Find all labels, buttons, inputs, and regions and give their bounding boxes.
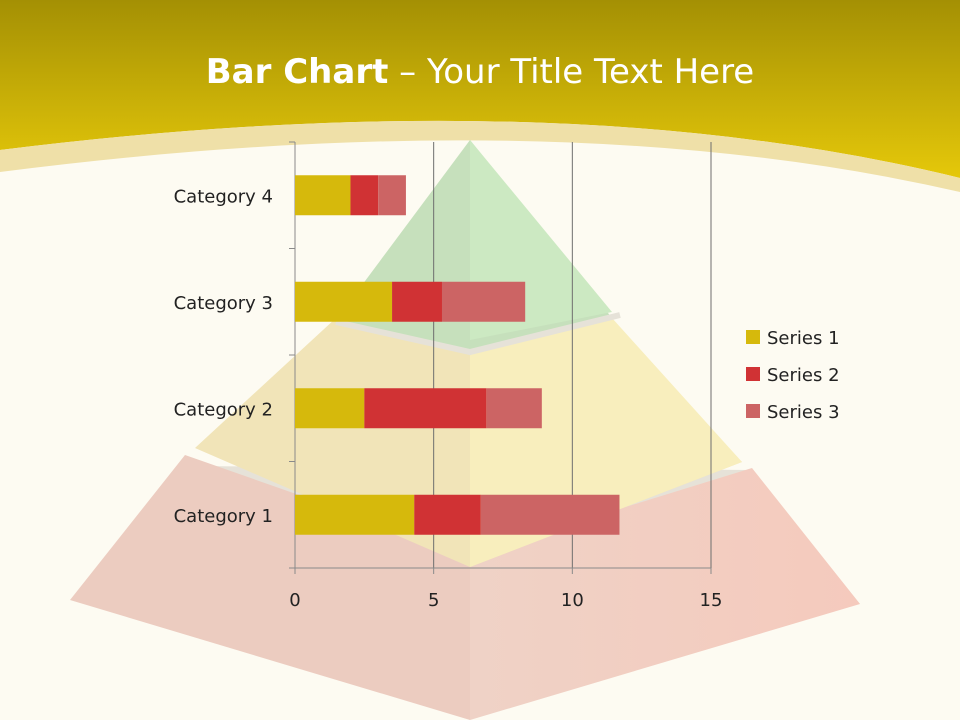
bar-3-4 [378,175,406,216]
bar-3-1 [480,494,620,535]
legend-swatch [746,404,760,418]
title-bold: Bar Chart [205,52,389,92]
bar-2-2 [364,388,487,429]
category-label: Category 2 [174,399,273,420]
bar-1-4 [295,175,351,216]
bar-2-4 [350,175,379,216]
category-label: Category 1 [174,506,273,527]
title-rest: – Your Title Text Here [388,52,755,92]
bar-1-1 [295,494,415,535]
x-tick-label: 5 [428,590,439,611]
bar-2-1 [414,494,481,535]
x-tick-label: 10 [561,590,584,611]
bar-1-3 [295,281,393,322]
legend-swatch [746,330,760,344]
slide-title: Bar Chart – Your Title Text Here [0,52,960,92]
category-label: Category 3 [174,293,273,314]
bar-1-2 [295,388,365,429]
legend-label: Series 3 [767,402,840,423]
x-tick-label: 15 [700,590,723,611]
legend-swatch [746,367,760,381]
bar-3-2 [486,388,542,429]
legend-label: Series 1 [767,328,840,349]
bar-3-3 [441,281,526,322]
header-swoosh [0,120,960,192]
header-band [0,0,960,178]
x-tick-label: 0 [289,590,300,611]
category-label: Category 4 [174,186,273,207]
bar-2-3 [392,281,442,322]
legend-label: Series 2 [767,365,840,386]
